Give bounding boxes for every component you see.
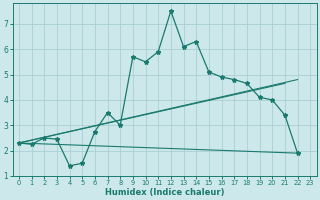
X-axis label: Humidex (Indice chaleur): Humidex (Indice chaleur): [105, 188, 224, 197]
